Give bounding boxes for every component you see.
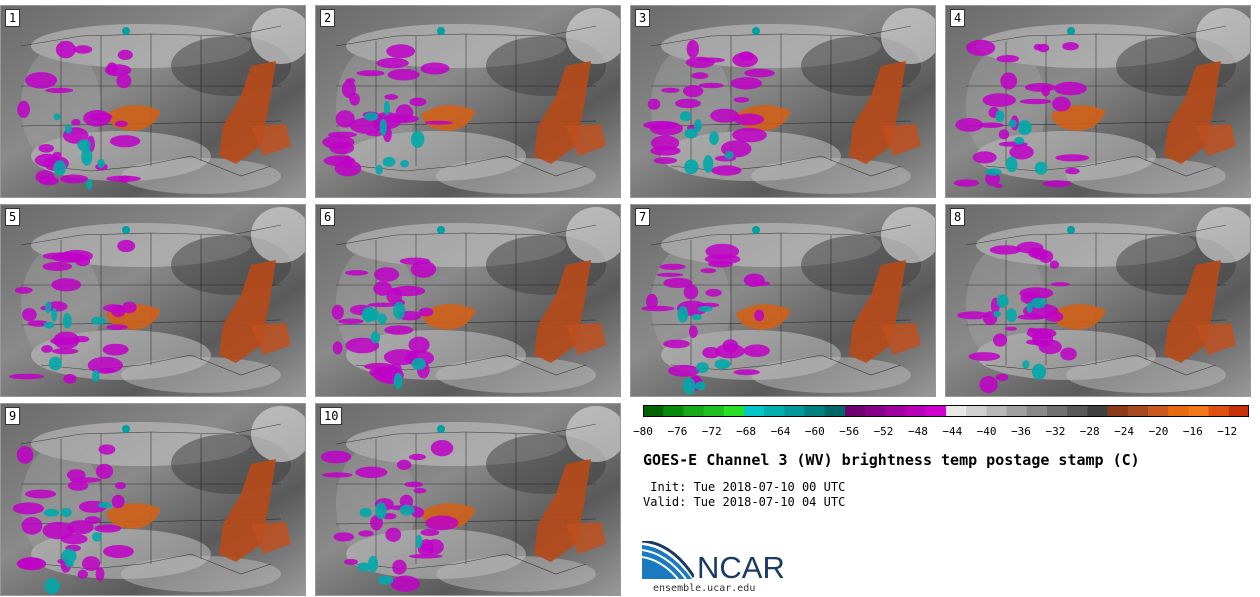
colorbar-segment: [925, 405, 947, 417]
colorbar-segment: [683, 405, 705, 417]
colorbar-segment: [663, 405, 684, 417]
colorbar-tick-label: −48: [907, 425, 928, 438]
map-panel: 1: [0, 5, 306, 198]
panel-number: 2: [320, 9, 336, 27]
map-panel: 10: [315, 403, 621, 596]
colorbar-tick-label: −80: [633, 425, 653, 438]
colorbar-tick-label: −64: [770, 425, 791, 438]
colorbar-tick-label: −32: [1045, 425, 1066, 438]
ncar-logo-icon: [642, 541, 694, 580]
site-url: ensemble.ucar.edu: [653, 583, 756, 594]
panel-number: 8: [950, 208, 966, 226]
map-panel: 6: [315, 204, 621, 397]
map-panel: 3: [630, 5, 936, 198]
colorbar-segment: [1228, 405, 1249, 417]
map-panel: 2: [315, 5, 621, 198]
colorbar-tick-label: −68: [736, 425, 757, 438]
colorbar-segment: [643, 405, 664, 417]
colorbar-segment: [1127, 405, 1149, 417]
panel-number: 1: [5, 9, 21, 27]
valid-time: Valid: Tue 2018-07-10 04 UTC: [643, 495, 846, 509]
map-panel: 9: [0, 403, 306, 596]
colorbar-segment: [1026, 405, 1048, 417]
colorbar-segment: [1148, 405, 1169, 417]
colorbar-segment: [1168, 405, 1189, 417]
panel-number: 7: [635, 208, 651, 226]
colorbar-segment: [1188, 405, 1210, 417]
colorbar-segment: [966, 405, 987, 417]
colorbar-segment: [764, 405, 785, 417]
colorbar-segment: [723, 405, 745, 417]
colorbar-tick-label: −52: [873, 425, 894, 438]
colorbar-tick-label: −12: [1217, 425, 1238, 438]
colorbar-segment: [744, 405, 765, 417]
colorbar: [643, 405, 1249, 417]
colorbar-segment: [986, 405, 1008, 417]
panel-number: 5: [5, 208, 21, 226]
panel-number: 6: [320, 208, 336, 226]
colorbar-tick-label: −76: [667, 425, 688, 438]
colorbar-segment: [1107, 405, 1129, 417]
colorbar-segment: [784, 405, 806, 417]
colorbar-segment: [1006, 405, 1028, 417]
colorbar-tick-label: −56: [839, 425, 860, 438]
map-panel: 4: [945, 5, 1251, 198]
panel-number: 4: [950, 9, 966, 27]
colorbar-segment: [824, 405, 846, 417]
colorbar-segment: [845, 405, 866, 417]
map-panel: 8: [945, 204, 1251, 397]
colorbar-segment: [1208, 405, 1230, 417]
colorbar-segment: [905, 405, 927, 417]
colorbar-segment: [703, 405, 725, 417]
colorbar-segment: [885, 405, 907, 417]
logo-text: NCAR: [697, 550, 785, 585]
colorbar-tick-label: −16: [1182, 425, 1203, 438]
panel-number: 10: [320, 407, 343, 425]
map-panel: 7: [630, 204, 936, 397]
init-time: Init: Tue 2018-07-10 00 UTC: [643, 480, 846, 494]
colorbar-segment: [804, 405, 826, 417]
colorbar-tick-label: −28: [1079, 425, 1100, 438]
panel-number: 3: [635, 9, 651, 27]
colorbar-segment: [865, 405, 886, 417]
colorbar-tick-label: −24: [1114, 425, 1135, 438]
colorbar-segment: [1087, 405, 1109, 417]
colorbar-segment: [1067, 405, 1088, 417]
colorbar-tick-label: −20: [1148, 425, 1169, 438]
colorbar-tick-label: −72: [701, 425, 722, 438]
colorbar-segment: [946, 405, 967, 417]
colorbar-segment: [1047, 405, 1068, 417]
colorbar-tick-label: −40: [976, 425, 997, 438]
chart-title: GOES-E Channel 3 (WV) brightness temp po…: [643, 451, 1140, 469]
map-panel: 5: [0, 204, 306, 397]
colorbar-tick-label: −44: [942, 425, 963, 438]
panel-number: 9: [5, 407, 21, 425]
colorbar-tick-label: −60: [804, 425, 825, 438]
colorbar-tick-label: −36: [1011, 425, 1031, 438]
